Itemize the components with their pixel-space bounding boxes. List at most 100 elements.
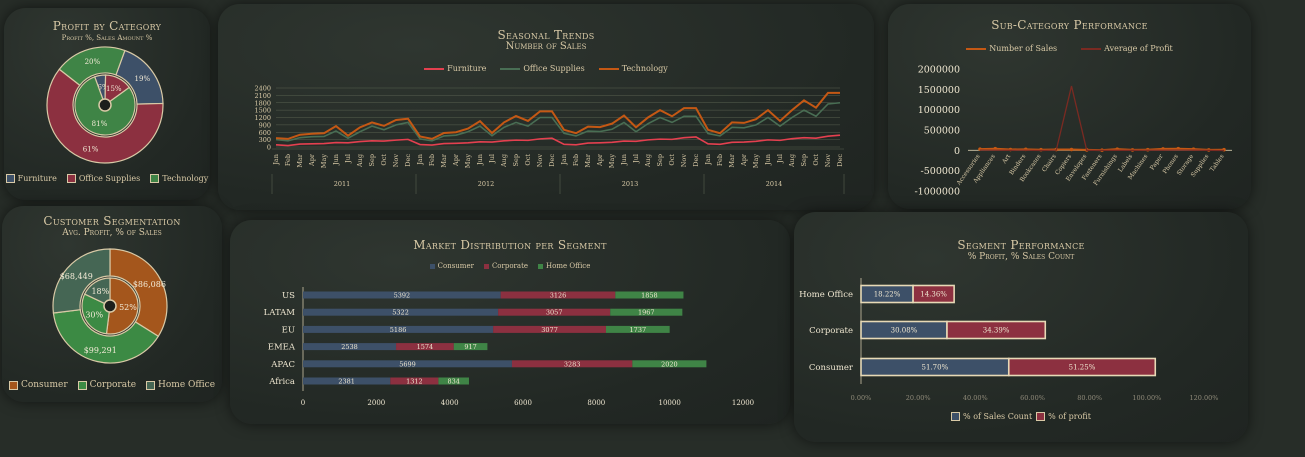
legend-item-average-profit[interactable]: Average of Profit [1081, 44, 1173, 53]
x-tick-label: Apr [596, 153, 604, 167]
inner-slice-label: -6% [95, 83, 109, 91]
bar-value-label: 1312 [406, 378, 423, 386]
legend-swatch [66, 174, 76, 183]
legend-label: Office Supplies [523, 64, 585, 73]
x-tick-label: Dec [548, 154, 556, 167]
legend-line [598, 67, 619, 70]
bar-segment [303, 308, 499, 316]
x-tick-label: 2000 [367, 399, 385, 407]
legend-item-number-of-sales[interactable]: Number of Sales [966, 44, 1057, 53]
legend-label: % of Sales Count [963, 412, 1033, 421]
series-line [979, 85, 1225, 152]
subcategory-chart: 2000000 1500000 1000000 500000 0 -500000 -1000… [914, 65, 1232, 198]
legend-item-office-supplies[interactable]: Office Supplies [66, 174, 141, 183]
legend-item-furniture[interactable]: Furniture [424, 64, 486, 73]
x-tick-label: Oct [668, 154, 676, 166]
y-tick-label: 1500 [254, 107, 271, 115]
x-tick-label: 10000 [659, 399, 681, 407]
legend-item-office-supplies[interactable]: Office Supplies [500, 64, 585, 73]
legend-item-sales-count[interactable]: % of Sales Count [951, 412, 1032, 421]
year-label: 2011 [334, 180, 351, 188]
legend-item-home-office[interactable]: Home Office [538, 262, 590, 270]
legend-item-consumer[interactable]: Consumer [8, 380, 68, 390]
x-tick-label: Nov [824, 154, 832, 168]
bar-segment [511, 360, 633, 368]
legend: % of Sales Count % of profit [794, 412, 1248, 421]
series-line-technology [275, 91, 840, 140]
profit-category-donut: 19% 61% 20% -6%15% 81% [46, 46, 164, 164]
legend-item-technology[interactable]: Technology [150, 174, 208, 183]
legend-item-consumer[interactable]: Consumer [429, 262, 474, 270]
bar-value-label: 5322 [392, 309, 409, 317]
legend-label: Average of Profit [1104, 44, 1173, 53]
inner-slice-label: 15% [106, 85, 122, 93]
profit-by-category-panel: Profit by Category Profit %, Sales Amoun… [4, 8, 210, 200]
bar-value-label: 1967 [638, 309, 655, 317]
legend-label: Office Supplies [78, 174, 141, 183]
bar-segment [493, 325, 606, 333]
y-tick-label: -500000 [921, 166, 960, 177]
panel-subtitle: % Profit, % Sales Count [967, 252, 1075, 262]
legend: Furniture Office Supplies Technology [218, 64, 874, 73]
legend-item-corporate[interactable]: Corporate [77, 380, 136, 390]
outer-slice [109, 248, 168, 338]
inner-slice-label: 18% [91, 287, 109, 296]
x-tick-label: May [752, 154, 760, 169]
seasonal-trends-panel: Seasonal Trends Number of Sales Furnitur… [218, 4, 874, 210]
y-tick-label: 2000000 [918, 65, 960, 76]
legend-label: Consumer [437, 262, 474, 270]
x-tick-label: Jan [560, 154, 568, 166]
bar-segment [1007, 357, 1157, 377]
panel-subtitle: Profit %, Sales Amount % [61, 34, 153, 42]
bar-segment [605, 325, 670, 333]
bar-segment [303, 343, 397, 351]
x-tick-label: Jul [344, 154, 352, 164]
x-tick-label: Tables [1209, 153, 1226, 173]
x-tick-label: Art [1000, 153, 1012, 166]
x-tick-label: Apr [452, 153, 460, 167]
legend-item-technology[interactable]: Technology [598, 64, 668, 73]
panel-title: Profit by Category [52, 19, 162, 33]
panel-subtitle: Number of Sales [505, 41, 587, 52]
bar-value-label: 3057 [546, 309, 563, 317]
x-tick-label: Mar [584, 153, 592, 168]
bar-segment [438, 377, 469, 385]
legend-swatch [150, 174, 160, 183]
legend-item-profit[interactable]: % of profit [1036, 412, 1091, 421]
market-distribution-chart: US 5392 3126 1858 LATAM 5322 3057 1967 EU 5186 307… [264, 287, 754, 407]
year-label: 2012 [478, 180, 495, 188]
donut-hole [98, 98, 112, 112]
bar-value-label: 3077 [541, 326, 558, 334]
x-tick-label: Oct [380, 154, 388, 166]
x-tick-label: Mar [296, 153, 304, 168]
legend-item-home-office[interactable]: Home Office [146, 380, 215, 390]
legend-swatch [77, 380, 87, 390]
outer-slice-label: $99,291 [84, 346, 117, 355]
outer-slice-label: 20% [85, 58, 101, 66]
donut-hole [103, 299, 117, 313]
bar-value-label: 30.08% [891, 327, 918, 335]
x-tick-label: Jul [488, 154, 496, 164]
y-tick-label: 2100 [254, 92, 271, 100]
bar-segment [912, 284, 955, 304]
y-tick-label: 1800 [254, 99, 271, 107]
legend-item-furniture[interactable]: Furniture [5, 174, 57, 183]
outer-slice-label: 61% [83, 146, 99, 154]
panel-title: Seasonal Trends [497, 28, 595, 42]
legend-swatch [538, 263, 544, 269]
x-tick-label: Feb [572, 154, 580, 166]
legend-label: % of profit [1048, 412, 1091, 421]
y-category-label: APAC [270, 360, 295, 370]
outer-slice-label: $68,449 [60, 272, 93, 281]
outer-slice-label: 19% [135, 75, 151, 83]
market-distribution-panel: Market Distribution per Segment Consumer… [230, 220, 790, 424]
y-tick-label: 600 [259, 129, 271, 137]
bar-value-label: 5392 [394, 292, 411, 300]
customer-segmentation-donut: $86,086 $99,291 $68,449 52% 30% 18% [52, 248, 168, 364]
legend-swatch [1036, 412, 1046, 421]
legend-label: Technology [162, 174, 209, 183]
x-tick-label: May [320, 154, 328, 169]
legend-item-corporate[interactable]: Corporate [483, 262, 528, 270]
x-tick-label: Feb [284, 154, 292, 166]
x-tick-label: Jun [476, 154, 484, 166]
